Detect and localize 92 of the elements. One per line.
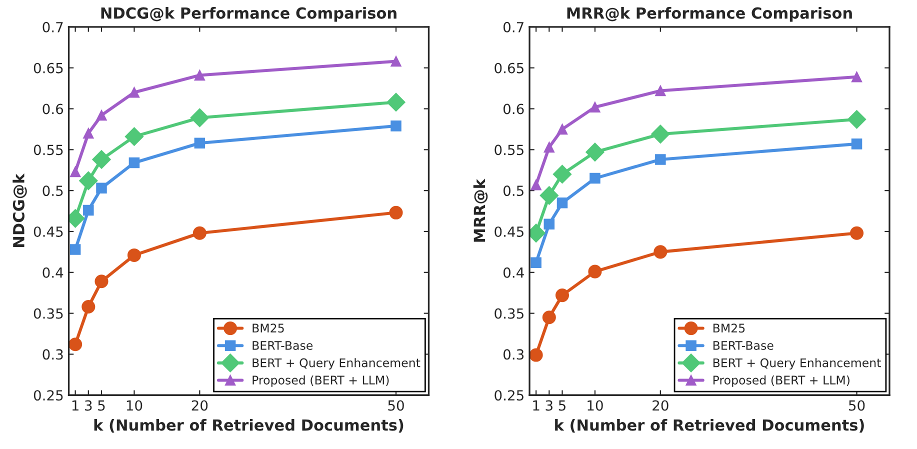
x-tick-label: 3 bbox=[85, 400, 92, 411]
legend-label: Proposed (BERT + LLM) bbox=[713, 375, 850, 387]
y-tick-label: 0.45 bbox=[494, 226, 524, 237]
x-tick-label: 5 bbox=[558, 400, 566, 411]
point bbox=[655, 154, 666, 165]
x-tick-label: 50 bbox=[849, 400, 865, 411]
point bbox=[556, 197, 568, 208]
y-tick-label: 0.35 bbox=[494, 308, 524, 319]
point bbox=[83, 204, 94, 216]
point bbox=[128, 157, 140, 168]
y-tick-label: 0.25 bbox=[34, 390, 63, 401]
legend-label: BERT-Base bbox=[252, 341, 313, 350]
y-tick-label: 0.35 bbox=[34, 308, 63, 319]
point bbox=[655, 85, 666, 96]
x-tick-label: 5 bbox=[98, 400, 105, 411]
point bbox=[544, 142, 555, 153]
point bbox=[552, 164, 572, 184]
x-axis-title: k (Number of Retrieved Documents) bbox=[555, 418, 864, 433]
point bbox=[127, 248, 141, 262]
point bbox=[70, 166, 81, 178]
point bbox=[588, 264, 602, 278]
point bbox=[92, 150, 111, 169]
point bbox=[530, 348, 543, 362]
point bbox=[94, 274, 108, 288]
point bbox=[194, 138, 206, 148]
y-tick-label: 0.3 bbox=[42, 349, 63, 360]
point bbox=[194, 70, 206, 81]
point bbox=[190, 108, 210, 128]
x-tick-label: 50 bbox=[388, 400, 404, 411]
y-tick-label: 0.7 bbox=[503, 22, 524, 32]
point bbox=[390, 56, 402, 67]
point bbox=[192, 226, 206, 240]
x-tick-label: 20 bbox=[652, 400, 668, 411]
point bbox=[530, 179, 542, 190]
y-tick-label: 0.65 bbox=[494, 62, 524, 74]
x-tick-label: 1 bbox=[72, 400, 78, 411]
y-tick-label: 0.3 bbox=[503, 349, 524, 360]
point bbox=[70, 244, 81, 255]
point bbox=[83, 128, 94, 139]
point bbox=[96, 110, 107, 121]
x-tick-label: 20 bbox=[192, 400, 208, 411]
point bbox=[555, 288, 570, 302]
point bbox=[851, 138, 862, 150]
legend-label: BERT + Query Enhancement bbox=[713, 358, 881, 370]
legend-label: BM25 bbox=[713, 324, 745, 333]
point bbox=[124, 127, 144, 146]
point bbox=[590, 102, 600, 113]
point bbox=[96, 182, 107, 194]
y-tick-label: 0.25 bbox=[494, 390, 524, 401]
point bbox=[386, 92, 406, 112]
point bbox=[389, 206, 403, 220]
point bbox=[128, 87, 140, 98]
x-tick-label: 10 bbox=[588, 400, 603, 411]
point bbox=[544, 218, 555, 230]
point bbox=[654, 245, 668, 259]
point bbox=[586, 142, 604, 162]
point bbox=[68, 338, 82, 352]
x-axis-title: k (Number of Retrieved Documents) bbox=[94, 418, 404, 433]
point bbox=[851, 71, 862, 82]
y-tick-label: 0.4 bbox=[503, 267, 524, 278]
y-tick-label: 0.5 bbox=[503, 186, 524, 196]
x-tick-label: 1 bbox=[533, 400, 540, 411]
y-tick-label: 0.45 bbox=[34, 226, 63, 237]
x-tick-label: 10 bbox=[126, 400, 142, 411]
legend-label: BERT + Query Enhancement bbox=[252, 358, 420, 370]
point bbox=[530, 257, 542, 268]
x-tick-label: 3 bbox=[546, 400, 552, 411]
y-axis-title: NDCG@k bbox=[12, 173, 27, 247]
y-tick-label: 0.55 bbox=[494, 144, 524, 156]
y-tick-label: 0.4 bbox=[42, 267, 64, 278]
point bbox=[850, 226, 864, 240]
point bbox=[556, 124, 568, 135]
y-tick-label: 0.6 bbox=[503, 104, 524, 114]
legend-label: BM25 bbox=[252, 324, 284, 333]
y-tick-label: 0.65 bbox=[34, 62, 63, 74]
point bbox=[542, 310, 556, 324]
legend-label: Proposed (BERT + LLM) bbox=[252, 375, 389, 387]
point bbox=[390, 120, 402, 132]
y-tick-label: 0.6 bbox=[42, 104, 64, 114]
point bbox=[847, 110, 866, 129]
point bbox=[651, 124, 670, 144]
y-tick-label: 0.5 bbox=[42, 186, 63, 196]
point bbox=[79, 171, 98, 190]
y-axis-title: MRR@k bbox=[473, 178, 488, 242]
point bbox=[590, 172, 600, 184]
chart-title: NDCG@k Performance Comparison bbox=[101, 7, 396, 22]
point bbox=[540, 186, 559, 205]
chart-title: MRR@k Performance Comparison bbox=[567, 7, 852, 22]
y-tick-label: 0.55 bbox=[34, 144, 63, 156]
legend-label: BERT-Base bbox=[713, 341, 774, 350]
y-tick-label: 0.7 bbox=[42, 22, 63, 32]
point bbox=[82, 300, 96, 314]
